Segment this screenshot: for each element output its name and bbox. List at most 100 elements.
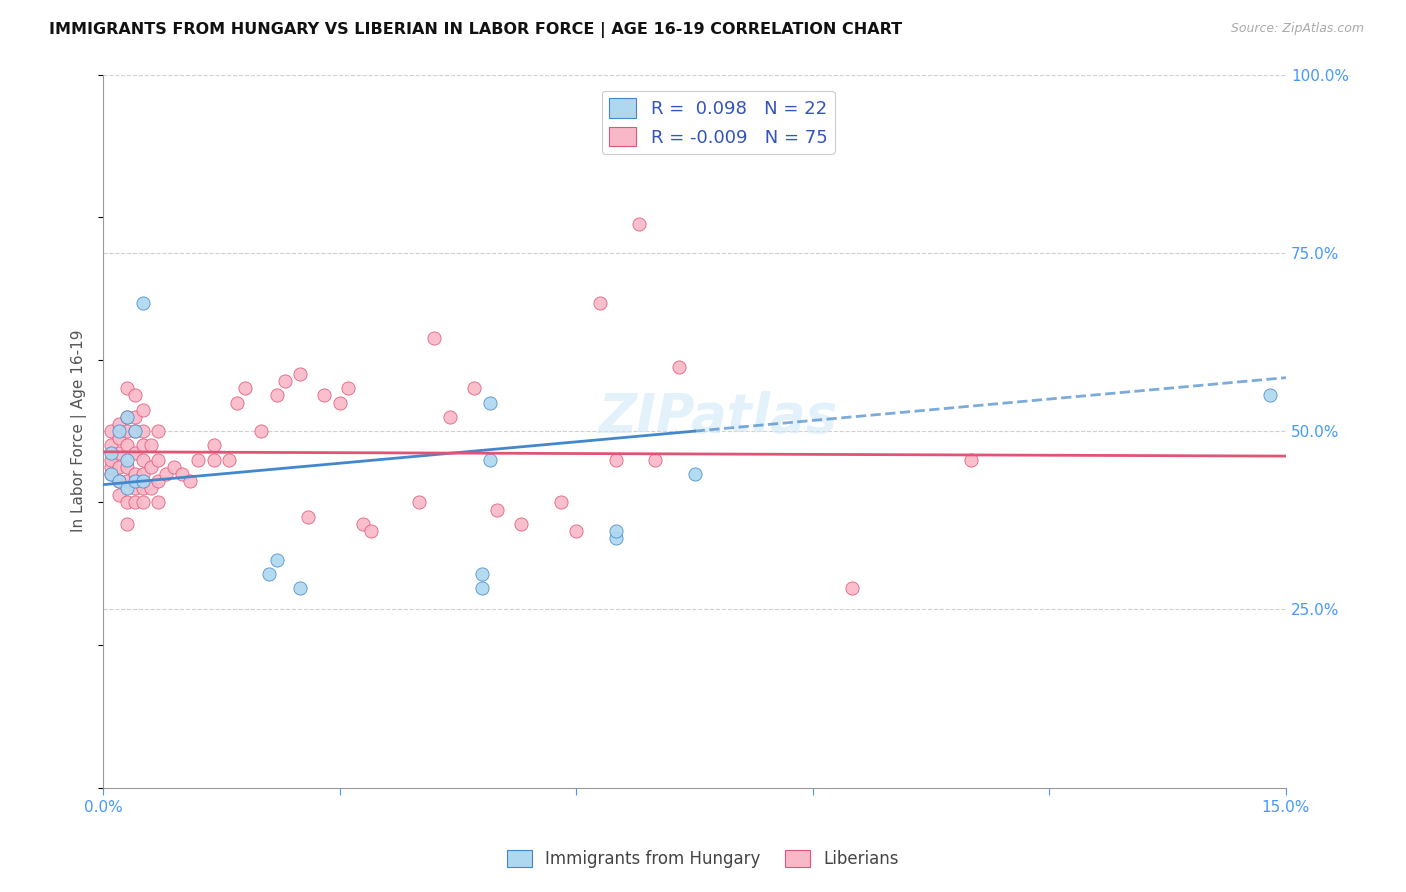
Point (250, 424, 273, 438)
Point (124, 424, 146, 438)
Point (486, 502, 509, 516)
Point (124, 467, 146, 481)
Point (139, 481, 162, 495)
Point (163, 459, 186, 474)
Point (959, 452, 981, 467)
Point (565, 524, 588, 538)
Text: Source: ZipAtlas.com: Source: ZipAtlas.com (1230, 22, 1364, 36)
Point (257, 566, 280, 581)
Point (108, 474, 131, 488)
Point (408, 495, 430, 509)
Legend: Immigrants from Hungary, Liberians: Immigrants from Hungary, Liberians (501, 843, 905, 875)
Point (605, 452, 627, 467)
Point (115, 424, 138, 438)
Point (266, 388, 288, 402)
Point (115, 381, 138, 395)
Point (115, 438, 138, 452)
Point (683, 467, 706, 481)
Point (131, 295, 153, 310)
Point (124, 474, 146, 488)
Point (139, 459, 162, 474)
Point (115, 481, 138, 495)
Point (124, 424, 146, 438)
Point (131, 452, 153, 467)
Point (471, 566, 494, 581)
Point (124, 481, 146, 495)
Point (329, 395, 352, 409)
Point (108, 474, 131, 488)
Point (100, 438, 122, 452)
Point (139, 438, 162, 452)
Point (628, 217, 651, 231)
Point (124, 495, 146, 509)
Point (439, 409, 461, 424)
Point (589, 295, 612, 310)
Point (100, 424, 122, 438)
Point (266, 552, 288, 566)
Point (668, 359, 690, 374)
Point (510, 516, 533, 531)
Point (352, 516, 374, 531)
Point (360, 524, 382, 538)
Point (187, 452, 209, 467)
Point (605, 531, 627, 545)
Point (148, 495, 170, 509)
Point (108, 417, 131, 431)
Point (841, 581, 863, 595)
Point (100, 445, 122, 459)
Point (423, 331, 446, 345)
Point (1258, 388, 1281, 402)
Point (131, 481, 153, 495)
Point (550, 495, 572, 509)
Point (218, 452, 240, 467)
Point (336, 381, 359, 395)
Point (108, 424, 131, 438)
Point (124, 388, 146, 402)
Point (115, 409, 138, 424)
Point (290, 581, 312, 595)
Text: IMMIGRANTS FROM HUNGARY VS LIBERIAN IN LABOR FORCE | AGE 16-19 CORRELATION CHART: IMMIGRANTS FROM HUNGARY VS LIBERIAN IN L… (49, 22, 903, 38)
Point (131, 495, 153, 509)
Point (131, 467, 153, 481)
Point (233, 381, 256, 395)
Point (131, 438, 153, 452)
Point (131, 402, 153, 417)
Legend: R =  0.098   N = 22, R = -0.009   N = 75: R = 0.098 N = 22, R = -0.009 N = 75 (602, 91, 835, 154)
Point (170, 467, 193, 481)
Point (115, 474, 138, 488)
Point (115, 495, 138, 509)
Point (108, 445, 131, 459)
Point (108, 459, 131, 474)
Point (100, 467, 122, 481)
Point (148, 474, 170, 488)
Point (202, 438, 225, 452)
Point (108, 431, 131, 445)
Point (605, 524, 627, 538)
Point (131, 474, 153, 488)
Y-axis label: In Labor Force | Age 16-19: In Labor Force | Age 16-19 (72, 330, 87, 533)
Point (100, 467, 122, 481)
Point (115, 452, 138, 467)
Point (148, 424, 170, 438)
Point (124, 445, 146, 459)
Point (297, 509, 319, 524)
Point (471, 581, 494, 595)
Text: ZIPatlas: ZIPatlas (599, 391, 838, 442)
Point (115, 459, 138, 474)
Point (202, 452, 225, 467)
Point (131, 424, 153, 438)
Point (463, 381, 485, 395)
Point (108, 488, 131, 502)
Point (226, 395, 249, 409)
Point (148, 452, 170, 467)
Point (478, 452, 501, 467)
Point (290, 367, 312, 381)
Point (155, 467, 177, 481)
Point (115, 409, 138, 424)
Point (478, 395, 501, 409)
Point (100, 452, 122, 467)
Point (124, 409, 146, 424)
Point (273, 374, 295, 388)
Point (644, 452, 666, 467)
Point (179, 474, 201, 488)
